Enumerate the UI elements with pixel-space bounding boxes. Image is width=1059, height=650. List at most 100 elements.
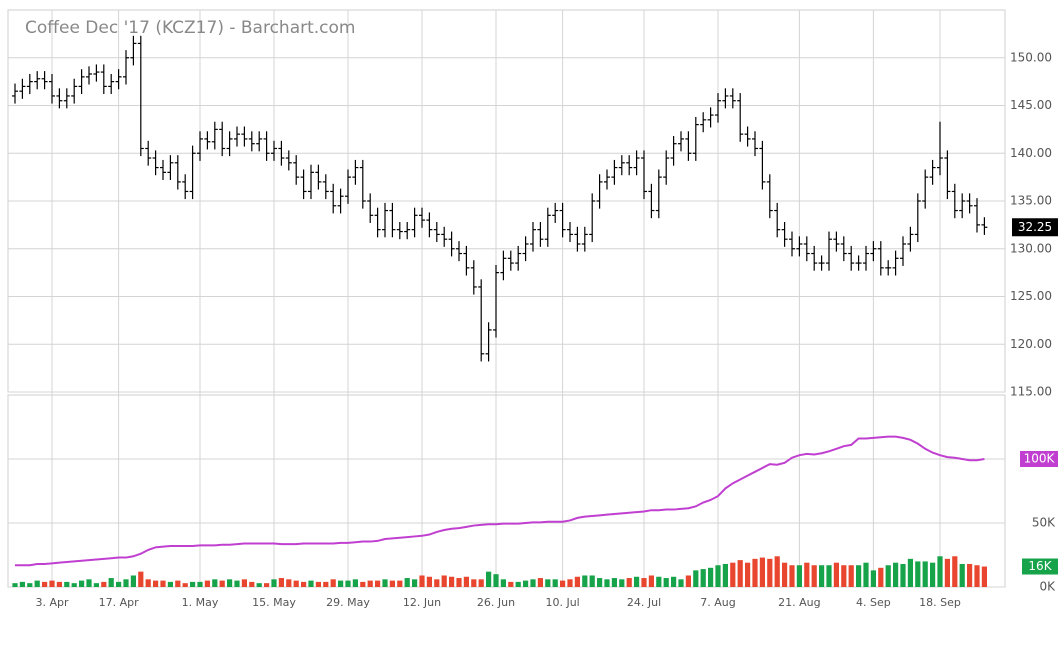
- volume-bar: [108, 578, 114, 587]
- volume-bar: [693, 570, 699, 587]
- x-tick-label: 17. Apr: [99, 596, 139, 609]
- grid: [8, 10, 1005, 588]
- volume-bar: [678, 579, 684, 587]
- volume-bar: [878, 567, 884, 587]
- volume-bar: [937, 556, 943, 587]
- volume-bar: [212, 579, 218, 587]
- volume-bar: [34, 580, 40, 587]
- volume-bar: [79, 580, 85, 587]
- volume-bar: [515, 581, 521, 587]
- x-tick-label: 12. Jun: [403, 596, 441, 609]
- volume-bar: [293, 580, 299, 587]
- x-tick-label: 18. Sep: [919, 596, 961, 609]
- volume-bar: [323, 581, 329, 587]
- volume-bar: [204, 580, 210, 587]
- volume-bar: [900, 563, 906, 587]
- y-tick-label: 140.00: [1010, 146, 1052, 160]
- volume-bar: [930, 562, 936, 587]
- volume-bar: [338, 580, 344, 587]
- last-volume-badge: [1022, 558, 1058, 575]
- volume-bar: [330, 579, 336, 587]
- volume-panel: [7, 394, 1006, 588]
- x-tick-label: 29. May: [326, 596, 370, 609]
- volume-bar: [301, 581, 307, 587]
- y-tick-label: 120.00: [1010, 337, 1052, 351]
- volume-bar: [234, 580, 240, 587]
- marks: [12, 35, 988, 587]
- volume-bar: [49, 580, 55, 587]
- volume-bar: [241, 579, 247, 587]
- volume-bar: [648, 575, 654, 587]
- volume-bar: [493, 574, 499, 587]
- volume-bar: [589, 575, 595, 587]
- last-price-label: 32.25: [1018, 220, 1052, 234]
- volume-bar: [219, 580, 225, 587]
- volume-bar: [352, 579, 358, 587]
- volume-bar: [789, 565, 795, 587]
- volume-bar: [708, 567, 714, 587]
- volume-bar: [597, 578, 603, 587]
- volume-bar: [478, 579, 484, 587]
- volume-bar: [826, 565, 832, 587]
- volume-bar: [626, 578, 632, 587]
- x-tick-label: 1. May: [182, 596, 219, 609]
- volume-bar: [752, 558, 758, 587]
- volume-bar: [167, 581, 173, 587]
- volume-bar: [819, 565, 825, 587]
- x-tick-label: 15. May: [252, 596, 296, 609]
- y-tick-label: 50K: [1032, 516, 1056, 530]
- volume-bar: [774, 556, 780, 587]
- volume-bar: [367, 580, 373, 587]
- volume-bar: [360, 581, 366, 587]
- volume-bar: [93, 583, 99, 587]
- volume-bar: [449, 576, 455, 587]
- x-tick-label: 3. Apr: [35, 596, 68, 609]
- volume-bar: [64, 581, 70, 587]
- volume-bar: [537, 578, 543, 587]
- volume-bar: [486, 571, 492, 587]
- volume-bar: [722, 563, 728, 587]
- x-tick-label: 21. Aug: [778, 596, 820, 609]
- volume-bar: [382, 579, 388, 587]
- x-tick-label: 26. Jun: [477, 596, 515, 609]
- volume-bar: [885, 565, 891, 587]
- volume-bar: [264, 583, 270, 587]
- volume-bar: [634, 576, 640, 587]
- volume-bar: [471, 579, 477, 587]
- volume-bar: [175, 580, 181, 587]
- volume-bar: [552, 579, 558, 587]
- last-oi-label: 100K: [1024, 452, 1056, 466]
- volume-bar: [759, 557, 765, 587]
- volume-bar: [893, 562, 899, 587]
- volume-bar: [841, 565, 847, 587]
- last-oi-badge: [1020, 451, 1058, 467]
- volume-bar: [345, 580, 351, 587]
- volume-bar: [160, 580, 166, 587]
- chart-title: Coffee Dec '17 (KCZ17) - Barchart.com: [25, 18, 356, 38]
- volume-bar: [915, 561, 921, 587]
- volume-bar: [182, 583, 188, 587]
- volume-bar: [833, 562, 839, 587]
- volume-bar: [56, 581, 62, 587]
- volume-bar: [611, 578, 617, 587]
- volume-bar: [86, 579, 92, 587]
- volume-bar: [671, 576, 677, 587]
- volume-bar: [856, 565, 862, 587]
- open-interest-line: [15, 435, 985, 567]
- volume-bar: [582, 575, 588, 587]
- volume-bar: [907, 558, 913, 587]
- volume-bar: [560, 580, 566, 587]
- volume-bar: [530, 579, 536, 587]
- volume-bar: [952, 556, 958, 587]
- volume-bar: [737, 560, 743, 587]
- volume-bar: [153, 580, 159, 587]
- volume-bar: [767, 558, 773, 587]
- volume-bar: [715, 565, 721, 587]
- volume-bar: [19, 581, 25, 587]
- volume-bar: [848, 565, 854, 587]
- volume-bar: [796, 565, 802, 587]
- last-price-badge: [1012, 218, 1058, 237]
- y-tick-label: 125.00: [1010, 289, 1052, 303]
- volume-bar: [463, 576, 469, 587]
